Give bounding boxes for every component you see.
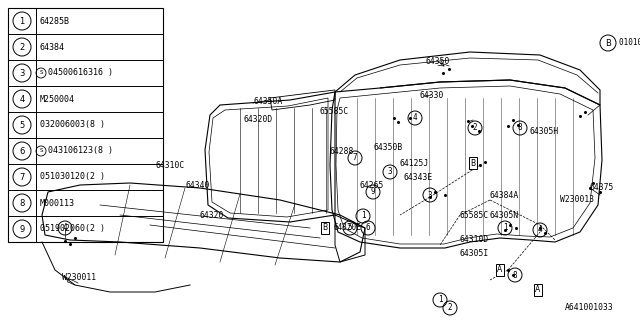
Text: 3: 3 xyxy=(428,190,432,199)
Text: B: B xyxy=(605,38,611,47)
Text: 9: 9 xyxy=(371,188,375,196)
Text: 3: 3 xyxy=(388,167,392,177)
Text: 64320: 64320 xyxy=(200,211,225,220)
Text: 5: 5 xyxy=(348,223,352,233)
Text: 8: 8 xyxy=(518,124,522,132)
Text: 1: 1 xyxy=(438,295,442,305)
Text: A: A xyxy=(536,285,541,294)
Text: 010106200(4 ): 010106200(4 ) xyxy=(619,38,640,47)
Text: M250004: M250004 xyxy=(40,94,75,103)
Text: B: B xyxy=(470,158,476,167)
Text: 9: 9 xyxy=(19,225,24,234)
Text: 5: 5 xyxy=(19,121,24,130)
Text: 64330: 64330 xyxy=(419,91,444,100)
Text: 64125J: 64125J xyxy=(400,158,429,167)
Text: 4: 4 xyxy=(413,114,417,123)
Text: W230011: W230011 xyxy=(62,274,96,283)
Text: 6: 6 xyxy=(19,147,25,156)
Text: 64340: 64340 xyxy=(185,180,209,189)
Text: S: S xyxy=(39,70,43,76)
Text: 043106123(8 ): 043106123(8 ) xyxy=(48,147,113,156)
Text: S: S xyxy=(39,148,43,154)
Text: 04500616316 ): 04500616316 ) xyxy=(48,68,113,77)
Text: B: B xyxy=(323,223,328,233)
Text: 64320D: 64320D xyxy=(243,116,272,124)
Text: 64350B: 64350B xyxy=(373,143,403,153)
Text: 64285B: 64285B xyxy=(40,17,70,26)
Text: 032006003(8 ): 032006003(8 ) xyxy=(40,121,105,130)
Text: 2: 2 xyxy=(19,43,24,52)
Text: M000113: M000113 xyxy=(40,198,75,207)
Text: 7: 7 xyxy=(353,154,357,163)
Text: 8: 8 xyxy=(19,198,25,207)
Text: 64310D: 64310D xyxy=(460,236,489,244)
Text: 64305H: 64305H xyxy=(530,127,559,137)
Text: 3: 3 xyxy=(19,68,25,77)
Text: 051030120(2 ): 051030120(2 ) xyxy=(40,172,105,181)
Text: 8: 8 xyxy=(513,270,517,279)
Text: 2: 2 xyxy=(473,124,477,132)
Text: 4: 4 xyxy=(538,226,542,235)
Text: 64350A: 64350A xyxy=(253,98,282,107)
Text: 64288: 64288 xyxy=(329,148,353,156)
Text: 1: 1 xyxy=(19,17,24,26)
Text: 64375: 64375 xyxy=(590,183,614,193)
Text: 64305N: 64305N xyxy=(490,211,519,220)
Text: 65585C: 65585C xyxy=(320,108,349,116)
Text: 64320E: 64320E xyxy=(333,223,361,233)
Text: 64343E: 64343E xyxy=(404,173,433,182)
Text: 64265: 64265 xyxy=(360,180,385,189)
Text: 65585C: 65585C xyxy=(460,211,489,220)
Text: 7: 7 xyxy=(19,172,25,181)
Text: 64384A: 64384A xyxy=(490,191,519,201)
Text: 1: 1 xyxy=(502,223,508,233)
Text: W230013: W230013 xyxy=(560,196,594,204)
Text: 1: 1 xyxy=(361,212,365,220)
Text: 4: 4 xyxy=(19,94,24,103)
Text: A: A xyxy=(497,266,502,275)
Text: 051902060(2 ): 051902060(2 ) xyxy=(40,225,105,234)
Text: 64305I: 64305I xyxy=(460,249,489,258)
Bar xyxy=(8,8,163,242)
Text: 64350: 64350 xyxy=(425,58,449,67)
Text: 2: 2 xyxy=(448,303,452,313)
Text: 64310C: 64310C xyxy=(155,161,184,170)
Text: 64384: 64384 xyxy=(40,43,65,52)
Text: A641001033: A641001033 xyxy=(565,303,614,313)
Text: 6: 6 xyxy=(365,223,371,233)
Text: 4: 4 xyxy=(63,223,67,233)
